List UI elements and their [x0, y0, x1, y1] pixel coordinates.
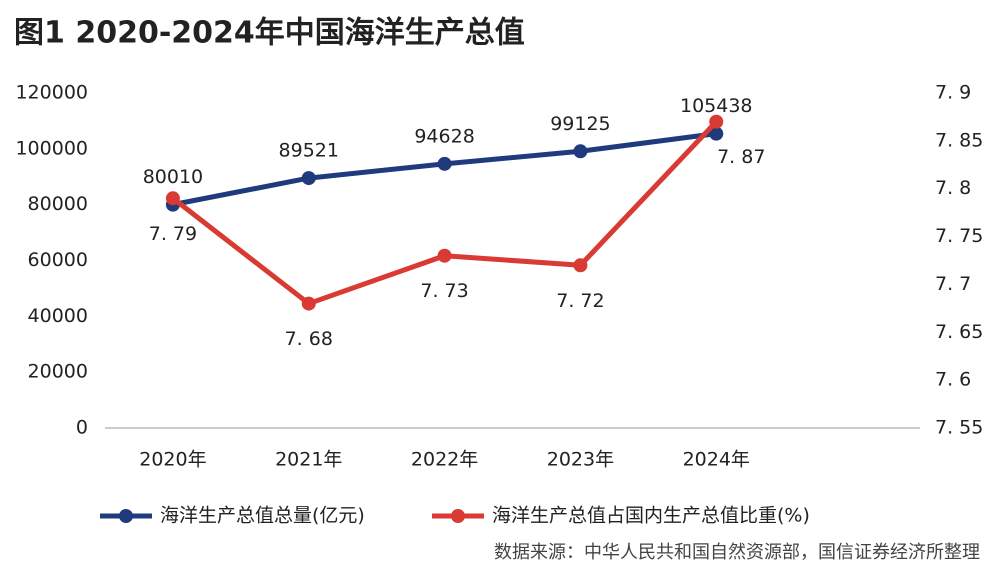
data-point — [709, 114, 724, 129]
legend-label: 海洋生产总值占国内生产总值比重(%) — [492, 505, 810, 527]
data-label: 7. 68 — [285, 328, 333, 350]
data-label: 89521 — [279, 140, 339, 162]
legend-marker — [451, 509, 465, 523]
y-tick-label: 40000 — [28, 305, 88, 327]
source: 数据来源：中华人民共和国自然资源部，国信证券经济所整理 — [494, 542, 980, 563]
y2-tick-label: 7. 9 — [935, 82, 971, 104]
y-tick-label: 80000 — [28, 193, 88, 215]
data-point — [301, 296, 316, 311]
y2-tick-label: 7. 85 — [935, 129, 983, 151]
data-point — [573, 258, 588, 273]
data-point — [437, 248, 452, 263]
y-tick-label: 100000 — [15, 137, 88, 159]
data-point — [437, 156, 452, 171]
data-label: 80010 — [143, 166, 203, 188]
y-tick-label: 120000 — [15, 82, 88, 104]
y2-tick-label: 7. 8 — [935, 177, 971, 199]
x-tick-label: 2021年 — [275, 449, 342, 471]
x-tick-label: 2023年 — [547, 449, 614, 471]
data-point — [709, 126, 724, 141]
y-tick-label: 0 — [76, 417, 88, 439]
data-label: 99125 — [550, 113, 610, 135]
x-tick-label: 2020年 — [139, 449, 206, 471]
data-label: 94628 — [414, 125, 474, 147]
data-label: 7. 72 — [556, 290, 604, 312]
x-tick-label: 2024年 — [683, 449, 750, 471]
y-tick-label: 60000 — [28, 249, 88, 271]
y2-tick-label: 7. 75 — [935, 225, 983, 247]
legend-marker — [119, 509, 133, 523]
data-label: 7. 79 — [149, 223, 197, 245]
legend-label: 海洋生产总值总量(亿元) — [160, 505, 365, 527]
y-tick-label: 20000 — [28, 361, 88, 383]
data-point — [165, 191, 180, 206]
chart-title: 图1 2020-2024年中国海洋生产总值 — [14, 16, 525, 51]
data-label: 105438 — [680, 95, 753, 117]
data-point — [301, 171, 316, 186]
y2-tick-label: 7. 55 — [935, 417, 983, 439]
data-label: 7. 87 — [717, 146, 765, 168]
y2-tick-label: 7. 65 — [935, 321, 983, 343]
series-line — [171, 119, 719, 307]
y2-tick-label: 7. 7 — [935, 273, 971, 295]
data-label: 7. 73 — [420, 280, 468, 302]
y2-tick-label: 7. 6 — [935, 369, 971, 391]
data-point — [573, 144, 588, 159]
x-tick-label: 2022年 — [411, 449, 478, 471]
